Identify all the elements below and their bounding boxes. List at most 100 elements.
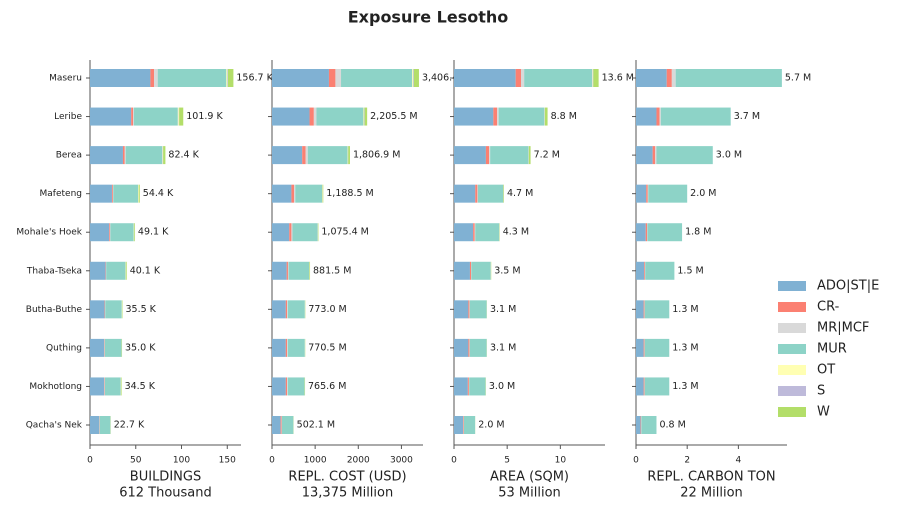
bar-segment [90, 377, 105, 396]
bar-segment [272, 261, 287, 280]
bar-segment [475, 184, 478, 203]
legend-label: W [817, 405, 830, 420]
bar-segment [645, 261, 675, 280]
total-label: 7.2 M [534, 150, 560, 161]
x-tick-label: 100 [173, 456, 190, 466]
total-label: 8.8 M [551, 111, 577, 122]
bar-segment [291, 223, 293, 242]
legend-swatch [778, 365, 806, 375]
bar-segment [454, 146, 486, 165]
bar-segment [485, 146, 490, 165]
bar-segment [122, 146, 125, 165]
y-tick-label: Maseru [49, 74, 82, 84]
bar-segment [125, 261, 127, 280]
bar-segment [643, 300, 645, 319]
bar-segment [469, 377, 486, 396]
bar-segment [335, 69, 342, 87]
bar-segment [646, 184, 648, 203]
bar-segment [520, 69, 525, 87]
bar-segment [524, 69, 593, 87]
bar-segment [497, 107, 499, 126]
bar-segment [647, 223, 683, 242]
bar-segment [104, 377, 121, 396]
bar-segment [666, 69, 672, 87]
bar-segment [636, 261, 645, 280]
bar-segment [454, 377, 468, 396]
legend-swatch [778, 344, 806, 354]
legend-swatch [778, 302, 806, 312]
bar-segment [111, 184, 113, 203]
bar-segment [659, 107, 661, 126]
legend-label: MUR [817, 342, 847, 357]
bar-segment [90, 223, 110, 242]
total-label: 3.7 M [734, 111, 760, 122]
total-label: 1,188.5 M [326, 188, 373, 199]
x-tick-label: 0 [451, 456, 457, 466]
bar-segment [309, 261, 311, 280]
x-tick-label: 0 [269, 456, 275, 466]
bar-segment [463, 416, 464, 434]
x-tick-label: 0 [87, 456, 93, 466]
bar-segment [281, 416, 294, 434]
bar-segment [302, 146, 306, 165]
total-label: 1.8 M [685, 227, 711, 238]
bar-segment [113, 184, 139, 203]
total-label: 1,806.9 M [353, 150, 400, 161]
x-axis-subtitle: 22 Million [680, 486, 743, 501]
bar-segment [99, 416, 111, 434]
bar-segment [636, 223, 646, 242]
bar-segment [636, 146, 653, 165]
total-label: 1.3 M [672, 304, 698, 315]
bar-segment [272, 338, 286, 357]
bar-segment [226, 69, 228, 87]
legend-swatch [778, 407, 806, 417]
bar-segment [341, 69, 413, 87]
bar-segment [647, 184, 649, 203]
bar-segment [636, 416, 641, 434]
y-tick-label: Quthing [46, 343, 82, 353]
bar-segment [640, 416, 642, 434]
bar-segment [286, 261, 288, 280]
total-label: 4.7 M [507, 188, 533, 199]
total-label: 82.4 K [168, 150, 199, 161]
bar-segment [503, 184, 504, 203]
bar-segment [454, 107, 494, 126]
x-axis-label: BUILDINGS [130, 470, 201, 485]
bar-segment [106, 261, 126, 280]
total-label: 770.5 M [308, 342, 346, 353]
bar-segment [660, 107, 731, 126]
bar-segment [469, 300, 487, 319]
bar-segment [348, 146, 350, 165]
bar-segment [272, 146, 303, 165]
bar-segment [454, 261, 470, 280]
total-label: 1.5 M [677, 265, 703, 276]
bar-segment [287, 261, 289, 280]
bar-segment [644, 300, 670, 319]
bar-segment [489, 146, 491, 165]
bar-segment [652, 146, 656, 165]
x-tick-label: 0 [633, 456, 639, 466]
bar-segment [287, 338, 305, 357]
legend-label: MR|MCF [817, 321, 869, 336]
total-label: 1.3 M [672, 381, 698, 392]
bar-segment [647, 223, 648, 242]
bar-segment [656, 107, 660, 126]
y-tick-label: Mokhotlong [29, 382, 82, 392]
bar-segment [592, 69, 594, 87]
bar-segment [90, 184, 112, 203]
bar-segment [475, 223, 500, 242]
bar-segment [671, 69, 676, 87]
x-axis-label: REPL. CARBON TON [647, 470, 775, 485]
bar-segment [227, 69, 228, 87]
total-label: 3.1 M [490, 304, 516, 315]
x-tick-label: 3000 [390, 456, 413, 466]
bar-segment [124, 146, 126, 165]
total-label: 2.0 M [478, 420, 504, 431]
total-label: 3.5 M [494, 265, 520, 276]
bar-segment [469, 338, 487, 357]
bar-segment [412, 69, 414, 87]
total-label: 1.3 M [672, 342, 698, 353]
bar-segment [291, 184, 295, 203]
total-label: 40.1 K [130, 265, 161, 276]
total-label: 156.7 K [236, 73, 273, 84]
